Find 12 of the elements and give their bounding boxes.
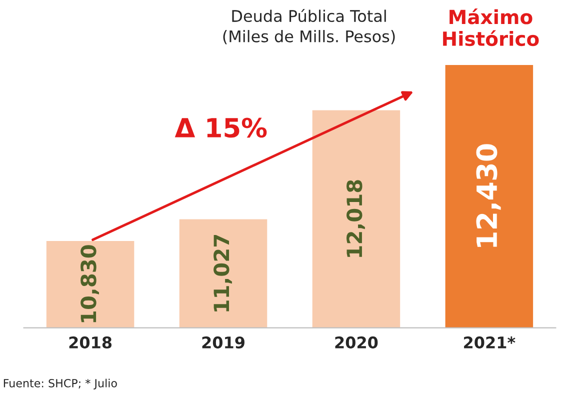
data-label: 12,018: [346, 180, 365, 257]
data-label: 11,027: [214, 235, 232, 312]
source-note: Fuente: SHCP; * Julio: [4, 378, 117, 390]
data-label: 12,430: [476, 144, 501, 247]
x-tick-label: 2019: [202, 336, 244, 349]
annotation: Δ 15%: [174, 118, 267, 138]
chart-title: Deuda Pública Total (Miles de Mills. Pesos): [223, 9, 395, 44]
text: Máximo Histórico: [443, 8, 539, 46]
x-tick-label: 2020: [335, 336, 378, 349]
x-tick-label: 2018: [69, 336, 112, 349]
x-tick-label: 2021*: [464, 336, 516, 349]
data-label: 10,830: [80, 245, 99, 322]
